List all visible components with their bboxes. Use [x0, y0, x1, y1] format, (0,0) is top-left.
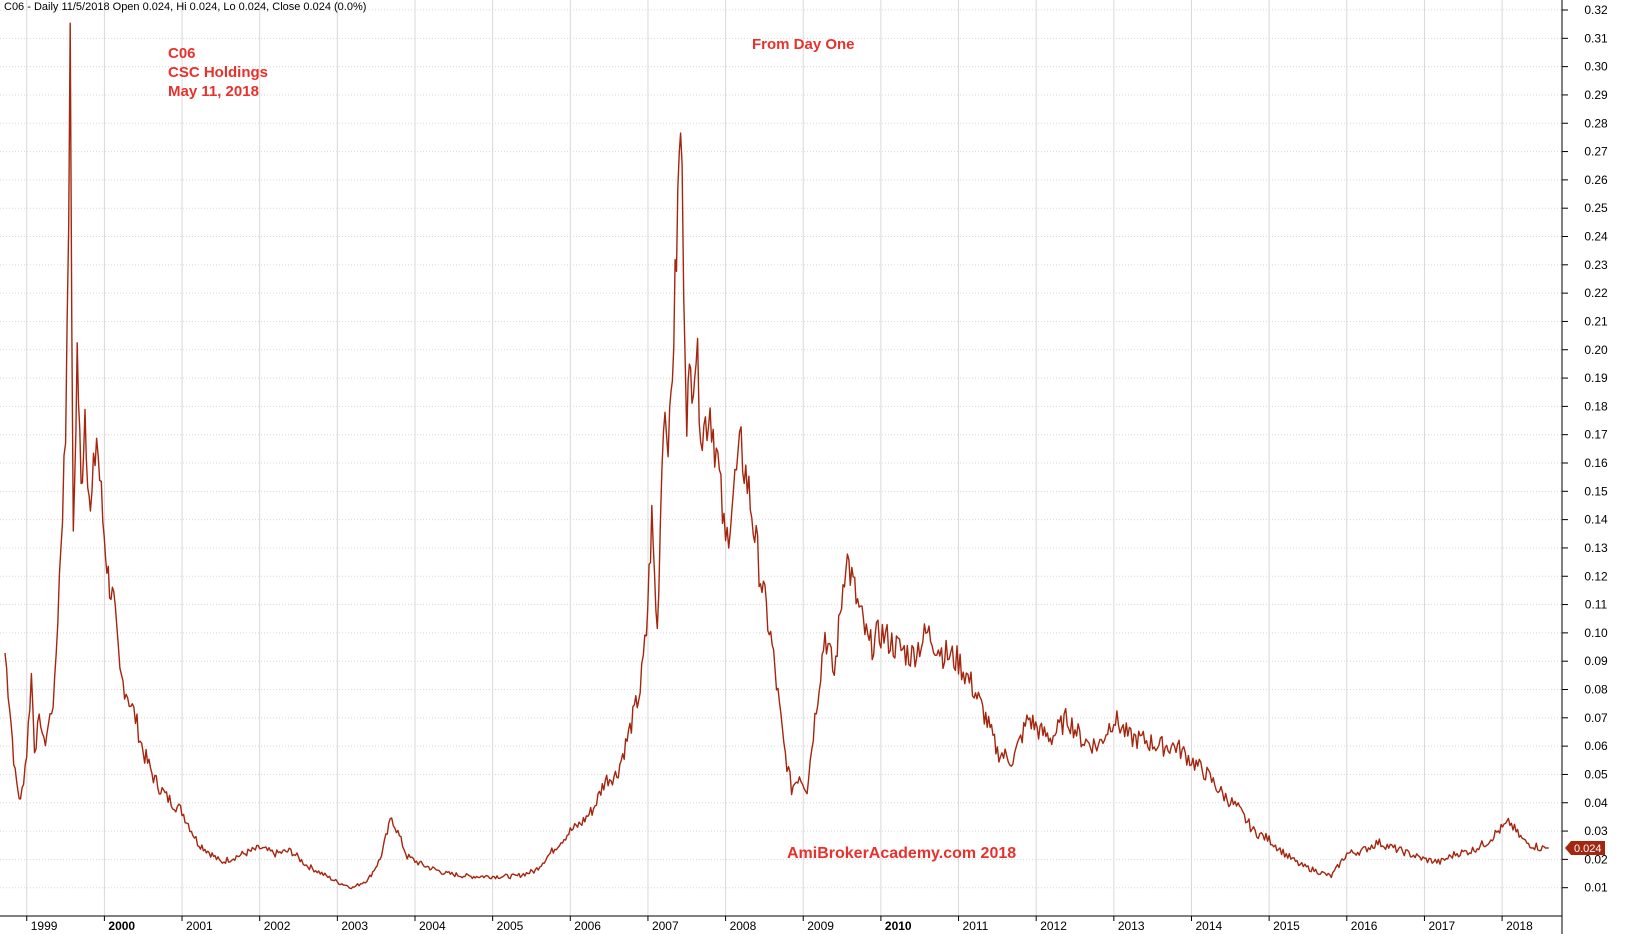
x-tick-label: 2008 [730, 919, 757, 933]
x-tick-label: 2007 [652, 919, 679, 933]
x-tick-label: 2005 [497, 919, 524, 933]
y-tick-label: 0.22 [1584, 286, 1608, 300]
x-tick-label: 2010 [885, 919, 912, 933]
y-tick-label: 0.23 [1584, 258, 1608, 272]
y-tick-label: 0.06 [1584, 739, 1608, 753]
watermark-text: AmiBrokerAcademy.com 2018 [787, 845, 1017, 862]
y-tick-label: 0.18 [1584, 399, 1608, 413]
annotation-center-title: From Day One [752, 36, 855, 53]
x-tick-label: 1999 [31, 919, 58, 933]
annotation-date: May 11, 2018 [168, 83, 259, 100]
x-tick-label: 2003 [341, 919, 368, 933]
price-series-line [4, 22, 1549, 890]
x-tick-label: 2015 [1273, 919, 1300, 933]
y-tick-label: 0.14 [1584, 513, 1608, 527]
y-tick-label: 0.15 [1584, 484, 1608, 498]
x-tick-label: 2014 [1195, 919, 1222, 933]
x-tick-label: 2006 [574, 919, 601, 933]
last-price-badge-shape [1565, 841, 1605, 856]
y-tick-label: 0.21 [1584, 314, 1608, 328]
y-tick-label: 0.32 [1584, 3, 1608, 17]
x-axis-ticks: 1999 2000 2001 2002 2003 2004 2005 2006 2007 2008… [26, 916, 1533, 933]
y-tick-label: 0.25 [1584, 201, 1608, 215]
y-tick-label: 0.20 [1584, 343, 1608, 357]
y-tick-label: 0.01 [1584, 881, 1608, 895]
y-tick-label: 0.24 [1584, 230, 1608, 244]
x-tick-label: 2016 [1351, 919, 1378, 933]
x-tick-label: 2009 [807, 919, 834, 933]
chart-header-quote: C06 - Daily 11/5/2018 Open 0.024, Hi 0.0… [4, 1, 367, 13]
x-tick-label: 2002 [264, 919, 291, 933]
y-tick-label: 0.12 [1584, 569, 1608, 583]
y-tick-label: 0.17 [1584, 428, 1608, 442]
y-tick-label: 0.19 [1584, 371, 1608, 385]
x-tick-label: 2013 [1118, 919, 1145, 933]
x-tick-label: 2012 [1040, 919, 1067, 933]
y-tick-label: 0.26 [1584, 173, 1608, 187]
last-price-label: 0.024 [1574, 843, 1602, 855]
y-tick-label: 0.04 [1584, 796, 1608, 810]
y-axis-ticks: 0.01 0.02 0.03 0.04 0.05 0.06 0.07 0.08 0.09 0.10… [1562, 3, 1608, 895]
x-tick-label: 2004 [419, 919, 446, 933]
y-tick-label: 0.10 [1584, 626, 1608, 640]
y-tick-label: 0.13 [1584, 541, 1608, 555]
x-tick-label: 2000 [108, 919, 135, 933]
y-tick-label: 0.11 [1585, 598, 1608, 612]
y-tick-label: 0.16 [1584, 456, 1608, 470]
x-tick-label: 2017 [1428, 919, 1455, 933]
y-tick-label: 0.31 [1584, 31, 1608, 45]
y-tick-label: 0.27 [1584, 145, 1608, 159]
y-tick-label: 0.05 [1584, 767, 1608, 781]
y-tick-label: 0.02 [1584, 852, 1608, 866]
y-tick-label: 0.03 [1584, 824, 1608, 838]
x-tick-label: 2011 [963, 919, 989, 933]
y-tick-label: 0.30 [1584, 60, 1608, 74]
y-tick-label: 0.09 [1584, 654, 1608, 668]
horizontal-gridlines [0, 9, 1562, 889]
annotation-company: CSC Holdings [168, 64, 268, 81]
vertical-gridlines [26, 0, 1503, 916]
annotation-symbol: C06 [168, 45, 196, 62]
x-tick-label: 2001 [186, 919, 213, 933]
y-tick-label: 0.28 [1584, 116, 1608, 130]
last-price-badge: 0.024 [1565, 841, 1605, 856]
y-tick-label: 0.29 [1584, 88, 1608, 102]
x-tick-label: 2018 [1506, 919, 1533, 933]
y-tick-label: 0.08 [1584, 683, 1608, 697]
y-tick-label: 0.07 [1584, 711, 1608, 725]
